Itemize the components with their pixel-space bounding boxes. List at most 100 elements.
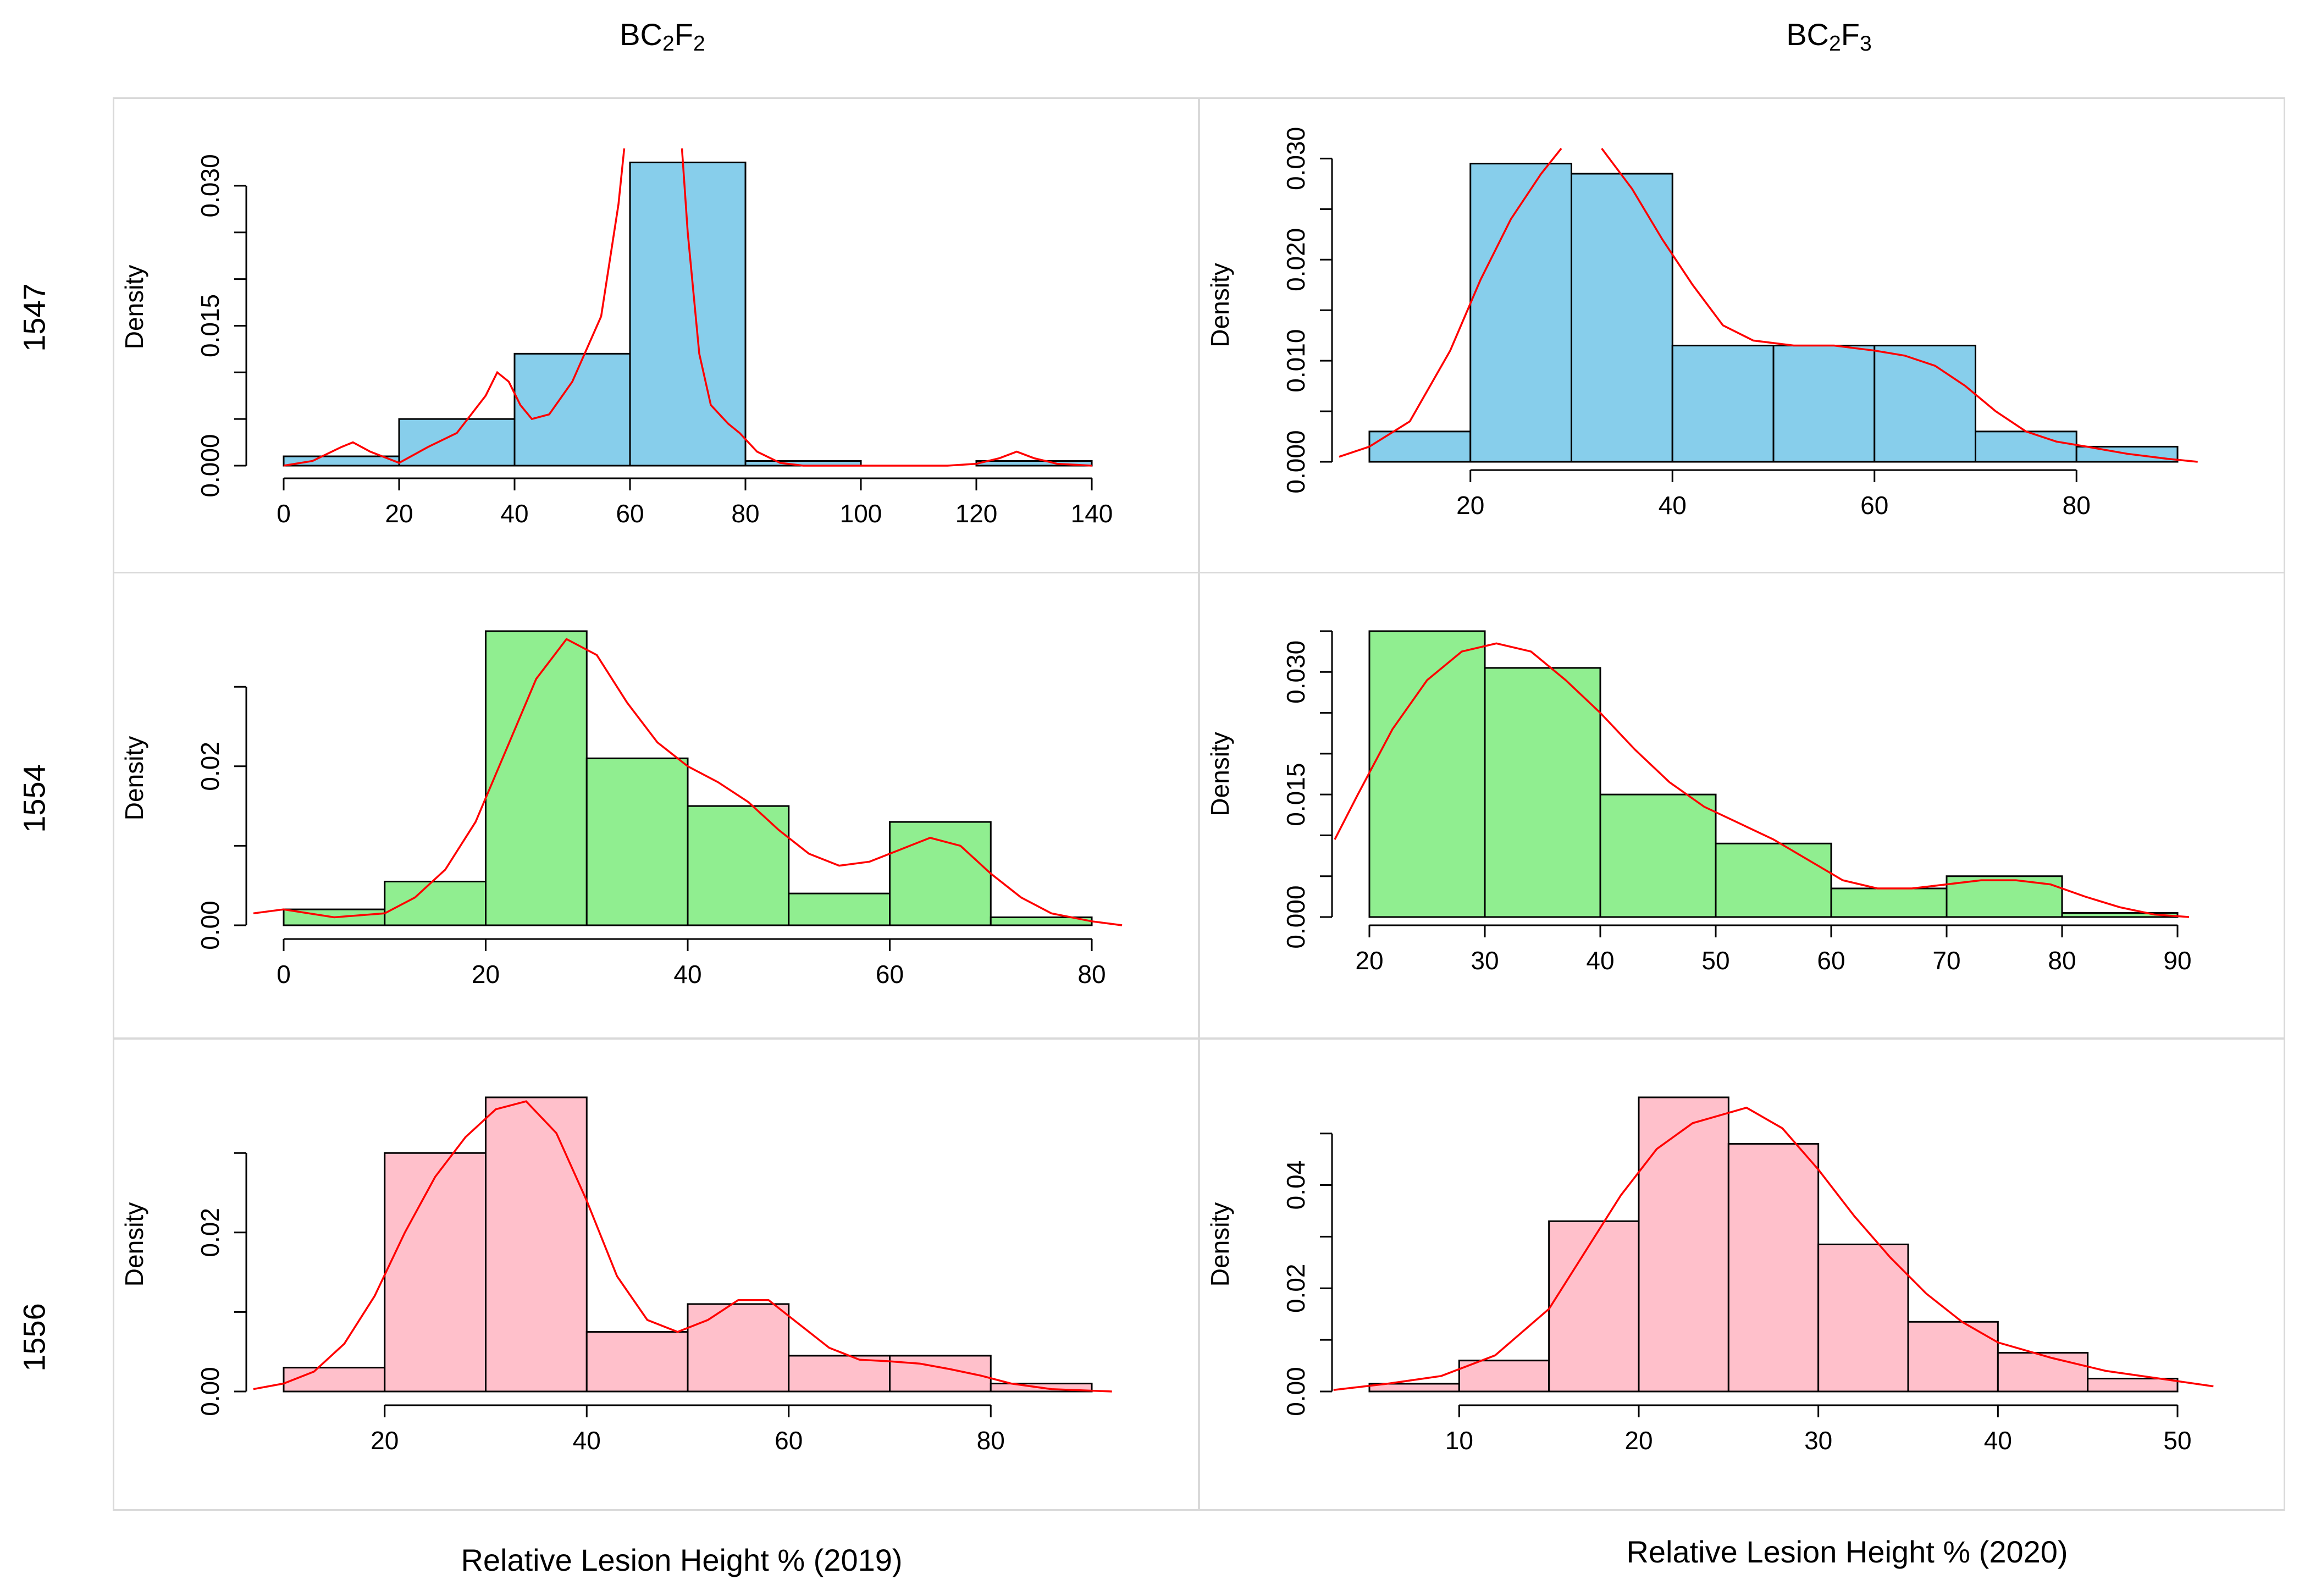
column-title-bc2f3: BC2F3 xyxy=(1786,17,1872,56)
histogram-bar-8 xyxy=(2087,1378,2179,1393)
x-tick-label: 80 xyxy=(731,499,759,528)
y-tick-label: 0.00 xyxy=(196,901,224,950)
x-tick-label: 40 xyxy=(1984,1426,2012,1455)
histogram-bar-7 xyxy=(1997,1352,2089,1393)
x-tick-label: 40 xyxy=(1586,946,1614,975)
histogram-1556-2019: 20 40 60 80 0.00 0.02 Density xyxy=(120,1096,1112,1455)
histogram-bar-1 xyxy=(398,418,516,467)
x-tick-label: 90 xyxy=(2163,946,2191,975)
x-tick-label: 120 xyxy=(955,499,998,528)
x-axis-title-2020: Relative Lesion Height % (2020) xyxy=(1626,1534,2068,1569)
x-tick-label: 40 xyxy=(500,499,528,528)
histogram-bar-4 xyxy=(1727,1142,1820,1393)
histogram-bar-6 xyxy=(2061,912,2179,918)
x-tick-label: 40 xyxy=(573,1426,601,1455)
y-axis-label: Density xyxy=(1206,732,1234,816)
y-tick-label: 0.020 xyxy=(1281,228,1310,291)
x-tick-label: 20 xyxy=(385,499,413,528)
histogram-bar-3 xyxy=(585,1331,689,1393)
y-tick-label: 0.04 xyxy=(1281,1161,1310,1210)
x-tick-label: 20 xyxy=(371,1426,399,1455)
histogram-panel-1554-2019: 0 20 40 60 80 0.00 0.02 Density xyxy=(113,572,1200,1039)
histogram-1554-2019: 0 20 40 60 80 0.00 0.02 Density xyxy=(120,630,1123,988)
histogram-1547-2019: 0 20 40 60 80 100 120 140 0.000 0.015 0.030 Density xyxy=(120,148,1113,528)
x-tick-label: 50 xyxy=(2163,1426,2191,1455)
x-tick-label: 80 xyxy=(1077,960,1106,988)
histogram-bar-2 xyxy=(513,352,631,467)
histogram-bar-6 xyxy=(1975,430,2077,463)
x-tick-label: 70 xyxy=(1932,946,1960,975)
y-tick-label: 0.030 xyxy=(196,154,224,217)
histogram-bar-1 xyxy=(1469,163,1572,463)
x-tick-label: 20 xyxy=(1624,1426,1653,1455)
histogram-bar-5 xyxy=(1874,345,1976,463)
y-axis-label: Density xyxy=(120,265,148,349)
x-tick-label: 30 xyxy=(1471,946,1499,975)
x-tick-label: 0 xyxy=(277,960,291,988)
histogram-bar-1 xyxy=(1484,667,1601,918)
histogram-bar-0 xyxy=(283,1367,386,1393)
x-tick-label: 0 xyxy=(277,499,291,528)
y-tick-label: 0.000 xyxy=(1281,430,1310,493)
x-tick-label: 80 xyxy=(977,1426,1005,1455)
x-tick-label: 20 xyxy=(1456,491,1484,520)
density-curve-2 xyxy=(1601,147,2198,463)
x-tick-label: 20 xyxy=(1355,946,1383,975)
histogram-panel-1556-2020: 10 20 30 40 50 0.00 0.02 0.04 Density xyxy=(1198,1038,2285,1511)
density-curve-1 xyxy=(1333,1106,2214,1391)
row-title-1556: 1556 xyxy=(16,1303,52,1372)
column-title-bc2f2: BC2F2 xyxy=(620,17,705,56)
histogram-bar-4 xyxy=(687,1303,790,1393)
y-tick-label: 0.015 xyxy=(196,294,224,357)
histogram-bar-3 xyxy=(629,161,747,467)
x-tick-label: 100 xyxy=(840,499,882,528)
y-axis-label: Density xyxy=(120,736,148,820)
histogram-bar-3 xyxy=(585,757,689,926)
histogram-panel-1554-2020: 20 30 40 50 60 70 80 90 0.000 0.015 0.030 Density xyxy=(1198,572,2285,1039)
x-tick-label: 80 xyxy=(2048,946,2076,975)
y-tick-label: 0.010 xyxy=(1281,329,1310,393)
histogram-bar-2 xyxy=(1571,173,1673,463)
x-tick-label: 60 xyxy=(775,1426,803,1455)
density-curve-1 xyxy=(253,1100,1112,1393)
density-curve-1 xyxy=(253,638,1123,926)
histogram-bar-3 xyxy=(1638,1096,1729,1393)
histogram-bar-3 xyxy=(1671,345,1775,463)
histogram-1554-2020: 20 30 40 50 60 70 80 90 0.000 0.015 0.030 Density xyxy=(1206,630,2192,975)
histogram-bar-5 xyxy=(788,1355,891,1393)
histogram-bar-0 xyxy=(283,455,400,467)
y-tick-label: 0.030 xyxy=(1281,640,1310,704)
y-axis-label: Density xyxy=(120,1202,148,1286)
histogram-bar-2 xyxy=(1599,793,1717,918)
histogram-1556-2020: 10 20 30 40 50 0.00 0.02 0.04 Density xyxy=(1206,1096,2214,1455)
histogram-bar-1 xyxy=(384,880,487,926)
y-tick-label: 0.02 xyxy=(1281,1264,1310,1313)
histogram-panel-1547-2019: 0 20 40 60 80 100 120 140 0.000 0.015 0.030 Density xyxy=(113,97,1200,574)
histogram-bar-3 xyxy=(1715,842,1832,918)
histogram-bar-1 xyxy=(384,1152,487,1393)
density-curve-1 xyxy=(1339,147,1562,458)
histogram-bar-4 xyxy=(1830,887,1948,918)
x-tick-label: 140 xyxy=(1071,499,1113,528)
x-tick-label: 60 xyxy=(1860,491,1888,520)
x-axis-title-2019: Relative Lesion Height % (2019) xyxy=(461,1543,903,1577)
density-curve-1 xyxy=(1334,642,2190,918)
histogram-bar-2 xyxy=(485,1096,588,1393)
density-curve-1 xyxy=(283,148,626,467)
histogram-1547-2020: 20 40 60 80 0.000 0.010 0.020 0.030 Density xyxy=(1206,127,2198,520)
row-title-1554: 1554 xyxy=(16,764,52,833)
histogram-bar-0 xyxy=(1368,630,1486,918)
y-axis-label: Density xyxy=(1206,1202,1234,1286)
histogram-bar-0 xyxy=(1368,430,1472,463)
y-tick-label: 0.000 xyxy=(196,434,224,497)
y-tick-label: 0.000 xyxy=(1281,885,1310,948)
x-tick-label: 60 xyxy=(1817,946,1845,975)
y-axis-label: Density xyxy=(1206,263,1234,347)
histogram-bar-4 xyxy=(1772,345,1876,463)
y-tick-label: 0.015 xyxy=(1281,763,1310,826)
histogram-bar-6 xyxy=(889,821,992,926)
x-tick-label: 50 xyxy=(1701,946,1729,975)
y-tick-label: 0.02 xyxy=(196,1208,224,1257)
x-tick-label: 80 xyxy=(2063,491,2091,520)
histogram-bar-5 xyxy=(788,892,891,926)
